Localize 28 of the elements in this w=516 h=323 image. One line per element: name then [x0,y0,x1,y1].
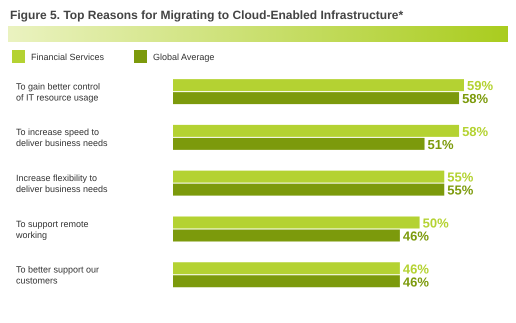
y-tick-label: To increase speed to deliver business needs [16,127,108,148]
bar [173,92,460,104]
data-label: 55% [447,182,474,198]
data-label: 59% [467,78,494,94]
y-tick-label: Increase flexibility to deliver business needs [16,173,108,194]
bar [173,124,460,137]
bar [173,79,464,92]
data-label: 51% [428,136,454,152]
bar [173,229,400,242]
data-label: 55% [447,170,474,185]
y-tick-label: To gain better control of IT resource usage [16,81,100,102]
data-label: 46% [402,228,430,244]
bar [173,275,400,288]
y-tick-label: To support remote working [15,218,89,240]
legend-label: Global Average [152,50,214,63]
bar [173,138,425,150]
data-label: 58% [462,124,489,139]
y-tick-label: To better support our customers [16,264,100,286]
data-label: 58% [462,91,489,106]
legend-label: Financial Services [30,50,104,63]
data-label: 46% [402,274,430,290]
bar [173,184,444,196]
data-label: 46% [402,261,430,276]
chart-title: Figure 5. Top Reasons for Migrating to Cloud-Enabled Infrastructure* [9,8,404,24]
bar [173,170,444,183]
bar [173,262,400,274]
data-label: 50% [422,215,450,230]
bar [173,216,420,228]
